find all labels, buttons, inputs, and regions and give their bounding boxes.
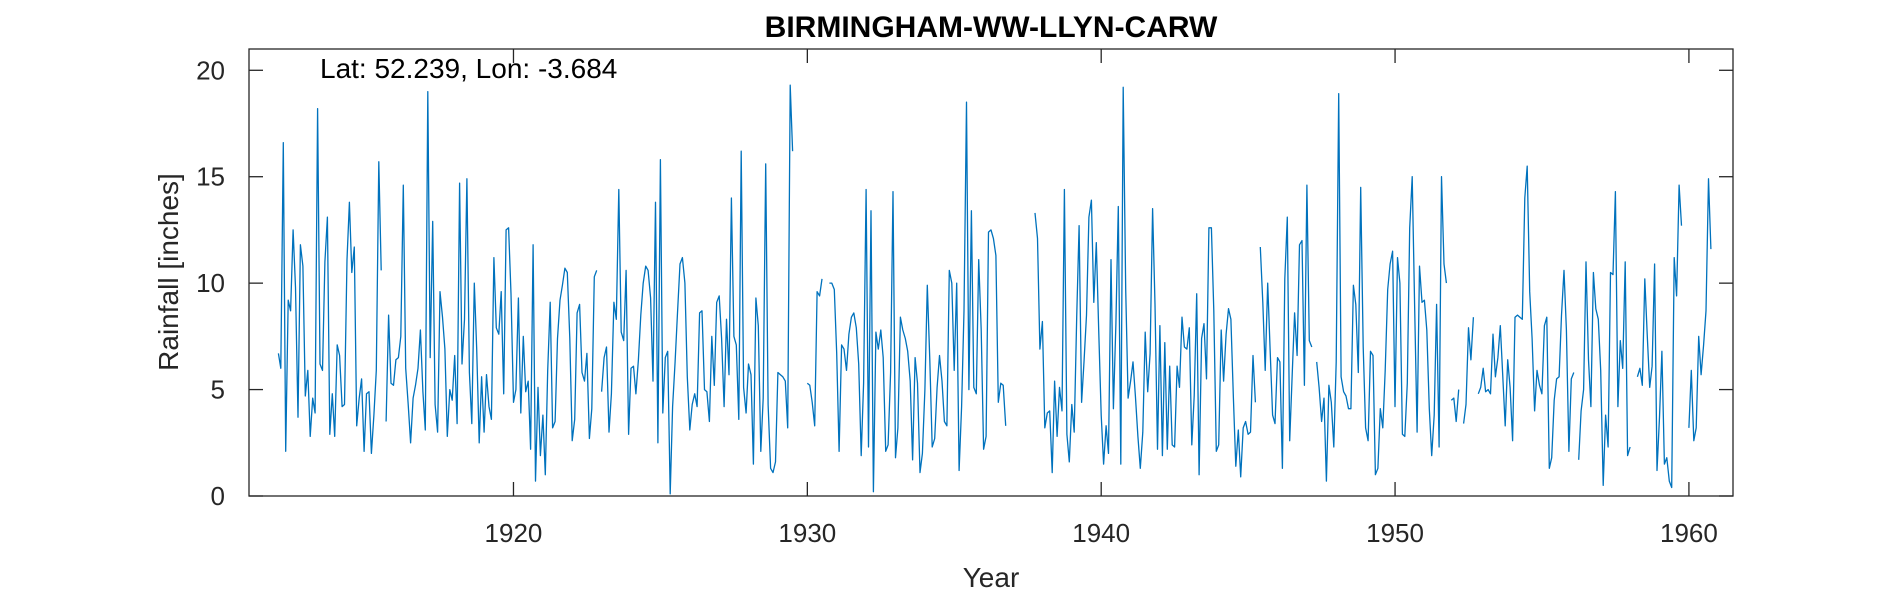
rainfall-series-segment [1462,317,1475,424]
rainfall-series-segment [829,101,1007,493]
rainfall-series-segment [385,90,598,482]
location-annotation: Lat: 52.239, Lon: -3.684 [320,53,617,84]
rainfall-series-segment [806,278,823,427]
y-axis-label: Rainfall [inches] [153,173,184,371]
y-tick-label: 0 [211,481,225,511]
plot-area [248,48,1734,497]
y-tick-label: 5 [211,375,225,405]
tick-labels: 1920 1930 1940 1950 1960 0 5 10 15 20 [196,55,1718,548]
rainfall-series-segment [1316,93,1448,482]
x-tick-label: 1950 [1366,518,1424,548]
rainfall-series-segment [1688,178,1712,442]
rainfall-series-segment [1578,190,1631,487]
rainfall-series-segment [1636,184,1683,489]
rainfall-series-segment [600,84,794,495]
x-tick-label: 1930 [778,518,836,548]
y-tick-label: 10 [196,268,225,298]
rainfall-series-segment [1034,86,1257,478]
rainfall-series-segment [1450,389,1460,423]
rainfall-series-segment [1259,184,1313,469]
rainfall-series-segment [1477,165,1575,469]
x-axis-label: Year [963,562,1020,591]
x-tick-label: 1920 [485,518,543,548]
chart-title: BIRMINGHAM-WW-LLYN-CARW [765,11,1218,44]
axis-ticks [249,49,1733,497]
x-tick-label: 1940 [1072,518,1130,548]
y-tick-label: 15 [196,162,225,192]
rainfall-series-line [277,107,382,455]
y-tick-label: 20 [196,55,225,85]
x-tick-label: 1960 [1660,518,1718,548]
